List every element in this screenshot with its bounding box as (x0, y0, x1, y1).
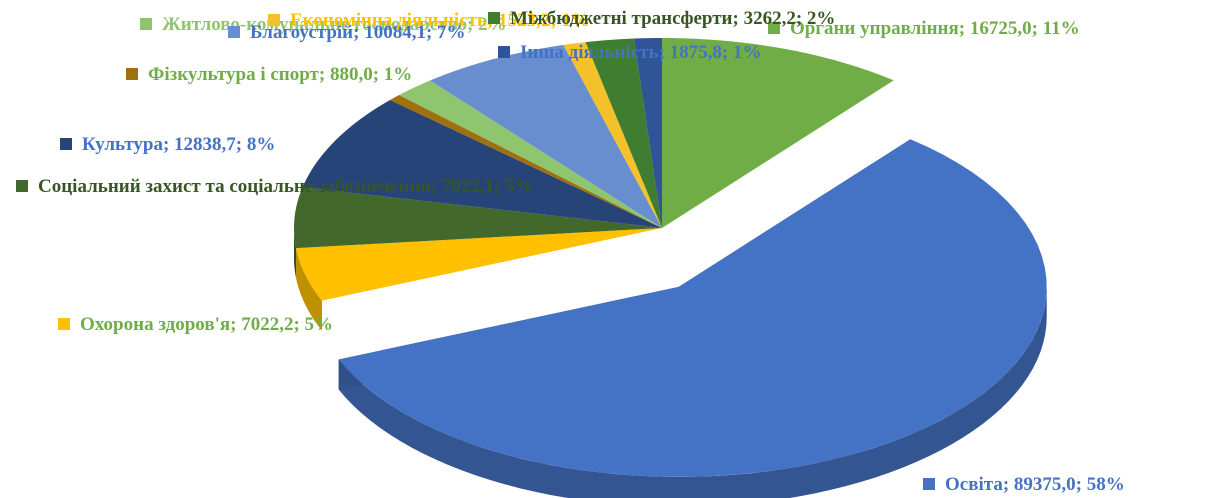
label-part: 8% (247, 134, 276, 155)
label-part: 3262,2 (744, 8, 796, 29)
label-part: 58% (1087, 474, 1125, 495)
data-label: Органи управління; 16725,0; 11% (790, 18, 1080, 39)
legend-key (488, 12, 500, 24)
label-part: 880,0 (330, 64, 373, 85)
legend-key (126, 68, 138, 80)
label-part: Благоустрій (250, 22, 353, 43)
legend-key (268, 14, 280, 26)
label-part: Органи управління (790, 18, 959, 39)
slice-side (294, 228, 297, 279)
label-part: 1% (733, 42, 762, 63)
label-part: Міжбюджетні трансферти (510, 8, 733, 29)
label-part: 1% (561, 10, 590, 31)
slice (585, 38, 662, 229)
label-part: Культура (82, 134, 163, 155)
data-label: Соціальний захист та соціальне забезпече… (38, 176, 534, 197)
legend-key (923, 478, 935, 490)
label-part: Соціальний захист та соціальне забезпече… (38, 176, 431, 197)
data-label: Освіта; 89375,0; 58% (945, 474, 1125, 495)
label-part: 11% (1043, 18, 1080, 39)
slice (390, 95, 662, 229)
label-part: Економічна діяльність (290, 10, 487, 31)
label-part: 7022,2 (241, 314, 293, 335)
label-part: 1% (384, 64, 413, 85)
data-label: Інша діяльність; 1875,8; 1% (520, 42, 761, 63)
label-part: 5% (305, 314, 334, 335)
data-label: Охорона здоров'я; 7022,2; 5% (80, 314, 333, 335)
label-part: 7% (437, 22, 466, 43)
slice (338, 139, 1047, 477)
slice-side (296, 248, 322, 331)
legend-key (768, 22, 780, 34)
data-label: Благоустрій; 10084,1; 7% (250, 22, 466, 43)
label-part: Інша діяльність (520, 42, 659, 63)
slice (399, 80, 662, 229)
label-part: 89375,0 (1014, 474, 1076, 495)
label-part: Фізкультура і спорт (148, 64, 320, 85)
slice (662, 38, 894, 228)
label-part: Освіта (945, 474, 1003, 495)
label-part: 10084,1 (364, 22, 426, 43)
slice (633, 38, 662, 228)
data-label: Економічна діяльність; 1523,2; 1% (290, 10, 590, 31)
slice (296, 228, 662, 301)
slice (563, 42, 662, 228)
label-part: 12838,7 (174, 134, 236, 155)
label-part: 7922,1 (442, 176, 494, 197)
slice (430, 44, 662, 229)
legend-key (16, 180, 28, 192)
legend-key (498, 46, 510, 58)
data-label: Фізкультура і спорт; 880,0; 1% (148, 64, 412, 85)
legend-key (60, 138, 72, 150)
label-part: Охорона здоров'я (80, 314, 230, 335)
label-part: 2% (807, 8, 836, 29)
label-part: 16725,0 (970, 18, 1032, 39)
label-part: 5% (505, 176, 534, 197)
slice (302, 100, 662, 228)
slice (294, 187, 662, 249)
legend-key (140, 18, 152, 30)
data-label: Культура; 12838,7; 8% (82, 134, 275, 155)
legend-key (228, 26, 240, 38)
pie-tops (294, 38, 1047, 477)
legend-key (58, 318, 70, 330)
label-part: 1875,8 (670, 42, 722, 63)
data-label: Міжбюджетні трансферти; 3262,2; 2% (510, 8, 835, 29)
label-part: 1523,2 (498, 10, 550, 31)
